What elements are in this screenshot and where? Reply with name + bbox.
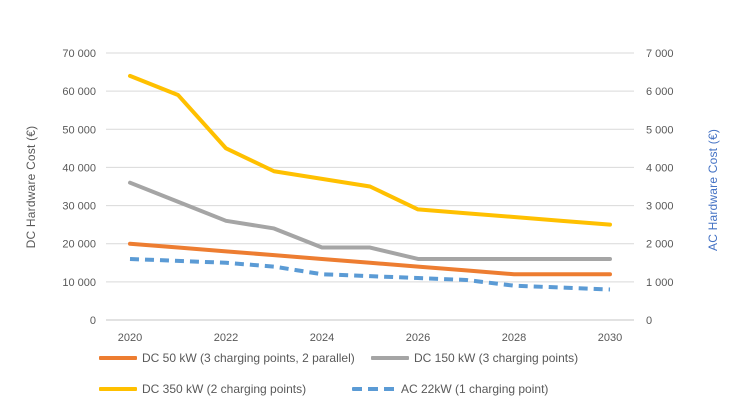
legend-swatch-dc-150kw (371, 356, 409, 360)
legend-label-dc-150kw: DC 150 kW (3 charging points) (414, 351, 579, 365)
x-axis-tick-label: 2030 (598, 332, 622, 344)
legend-item-ac-22kw: AC 22kW (1 charging point) (352, 382, 548, 396)
series-line-1 (128, 180, 612, 261)
right-axis-tick-label: 1 000 (646, 277, 674, 289)
left-axis-tick-label: 30 000 (62, 201, 96, 213)
legend-label-dc-50kw: DC 50 kW (3 charging points, 2 parallel) (142, 351, 355, 365)
right-axis-tick-label: 3 000 (646, 201, 674, 213)
x-axis-tick-label: 2022 (214, 332, 238, 344)
legend-item-dc-150kw: DC 150 kW (3 charging points) (371, 351, 578, 365)
right-axis-tick-label: 7 000 (646, 48, 674, 60)
series-line-0 (128, 241, 612, 277)
left-axis-tick-label: 10 000 (62, 277, 96, 289)
legend-swatch-ac-22kw (352, 387, 396, 391)
legend-label-dc-350kw: DC 350 kW (2 charging points) (142, 382, 307, 396)
right-axis-title: AC Hardware Cost (€) (706, 128, 720, 252)
legend-swatch-dc-50kw (99, 356, 137, 360)
right-axis-tick-label: 4 000 (646, 162, 674, 174)
left-axis-tick-label: 20 000 (62, 239, 96, 251)
legend-label-ac-22kw: AC 22kW (1 charging point) (401, 382, 549, 396)
x-axis-tick-label: 2028 (502, 332, 526, 344)
right-axis-tick-label: 6 000 (646, 86, 674, 98)
series-line-2 (128, 73, 612, 227)
right-axis-tick-label: 2 000 (646, 239, 674, 251)
x-axis-tick-label: 2026 (406, 332, 430, 344)
left-axis-tick-label: 40 000 (62, 162, 96, 174)
left-axis-tick-label: 50 000 (62, 124, 96, 136)
right-axis-tick-label: 5 000 (646, 124, 674, 136)
legend-item-dc-50kw: DC 50 kW (3 charging points, 2 parallel) (99, 351, 355, 365)
left-axis-tick-label: 60 000 (62, 86, 96, 98)
left-axis-title: DC Hardware Cost (€) (24, 125, 38, 249)
left-axis-tick-label: 0 (90, 315, 96, 327)
legend-item-dc-350kw: DC 350 kW (2 charging points) (99, 382, 306, 396)
right-axis-tick-label: 0 (646, 315, 652, 327)
left-axis-tick-label: 70 000 (62, 48, 96, 60)
x-axis-tick-label: 2020 (118, 332, 142, 344)
series-line-3 (129, 256, 611, 292)
x-axis-tick-label: 2024 (310, 332, 334, 344)
legend-swatch-dc-350kw (99, 387, 137, 391)
